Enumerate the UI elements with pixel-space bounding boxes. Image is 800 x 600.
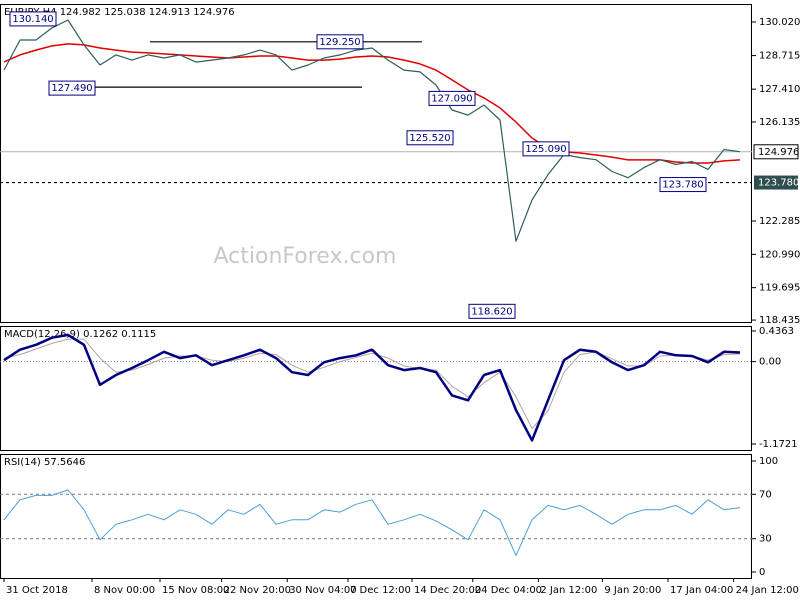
price-label-box bbox=[428, 90, 476, 106]
x-tick-label: 15 Nov 08:00 bbox=[162, 585, 229, 596]
x-tick-label: 14 Dec 20:00 bbox=[414, 585, 481, 596]
price-label: 127.490 bbox=[51, 83, 92, 94]
price-label-box bbox=[406, 130, 454, 146]
price-label: 130.140 bbox=[12, 14, 53, 25]
price-label: 125.520 bbox=[409, 133, 450, 144]
x-tick-label: 24 Dec 04:00 bbox=[475, 585, 542, 596]
y-tick-label: 128.715 bbox=[759, 51, 800, 62]
panel-frame bbox=[0, 4, 752, 323]
y-tick-label: 30 bbox=[759, 534, 772, 545]
x-tick-label: 2 Jan 12:00 bbox=[540, 585, 597, 596]
panel-frame bbox=[0, 454, 752, 579]
y-tick-label: 127.410 bbox=[759, 84, 800, 95]
series-line bbox=[3, 43, 741, 164]
last-price-box bbox=[753, 144, 799, 160]
x-tick-label: 24 Jan 12:00 bbox=[736, 585, 799, 596]
price-label: 129.250 bbox=[319, 37, 360, 48]
watermark: ActionForex.com bbox=[214, 244, 397, 269]
y-tick-label: 70 bbox=[759, 489, 772, 500]
y-tick-label: 0 bbox=[759, 567, 765, 578]
price-label-box bbox=[522, 141, 570, 157]
x-tick-label: 17 Jan 04:00 bbox=[670, 585, 733, 596]
y-tick-label: 0.4363 bbox=[759, 326, 794, 337]
panel-frame bbox=[0, 326, 752, 451]
series-line bbox=[3, 19, 741, 242]
price-label-box bbox=[468, 303, 516, 319]
panel-title: EURJPY,H4 124.982 125.038 124.913 124.97… bbox=[4, 7, 235, 18]
y-tick-label: 122.285 bbox=[759, 216, 800, 227]
price-label-box bbox=[316, 34, 364, 50]
y-tick-label: 119.695 bbox=[759, 283, 800, 294]
level-axis-box bbox=[754, 175, 798, 190]
x-tick-label: 7 Dec 12:00 bbox=[350, 585, 411, 596]
y-tick-label: 126.135 bbox=[759, 117, 800, 128]
x-tick-label: 30 Nov 04:00 bbox=[289, 585, 356, 596]
series-line bbox=[3, 489, 741, 556]
price-label: 123.780 bbox=[662, 180, 703, 191]
price-label: 118.620 bbox=[471, 306, 512, 317]
price-label-box bbox=[48, 80, 96, 96]
level-axis-label: 123.780 bbox=[758, 178, 799, 189]
x-tick-label: 31 Oct 2018 bbox=[6, 585, 68, 596]
y-tick-label: 120.990 bbox=[759, 249, 800, 260]
panel-title: MACD(12,26,9) 0.1262 0.1115 bbox=[4, 329, 156, 340]
price-label: 125.090 bbox=[525, 144, 566, 155]
y-tick-label: 130.020 bbox=[759, 17, 800, 28]
y-tick-label: 118.435 bbox=[759, 315, 800, 326]
x-tick-label: 9 Jan 20:00 bbox=[604, 585, 661, 596]
y-tick-label: 100 bbox=[759, 456, 778, 467]
x-tick-label: 8 Nov 00:00 bbox=[94, 585, 155, 596]
x-tick-label: 22 Nov 20:00 bbox=[224, 585, 291, 596]
y-tick-label: -1.1721 bbox=[759, 439, 798, 450]
y-tick-label: 0.00 bbox=[759, 357, 781, 368]
series-line bbox=[3, 333, 741, 442]
last-price-label: 124.976 bbox=[758, 147, 799, 158]
price-label-box bbox=[9, 11, 57, 27]
panel-title: RSI(14) 57.5646 bbox=[4, 457, 85, 468]
price-label: 127.090 bbox=[431, 93, 472, 104]
price-label-box bbox=[659, 177, 707, 193]
